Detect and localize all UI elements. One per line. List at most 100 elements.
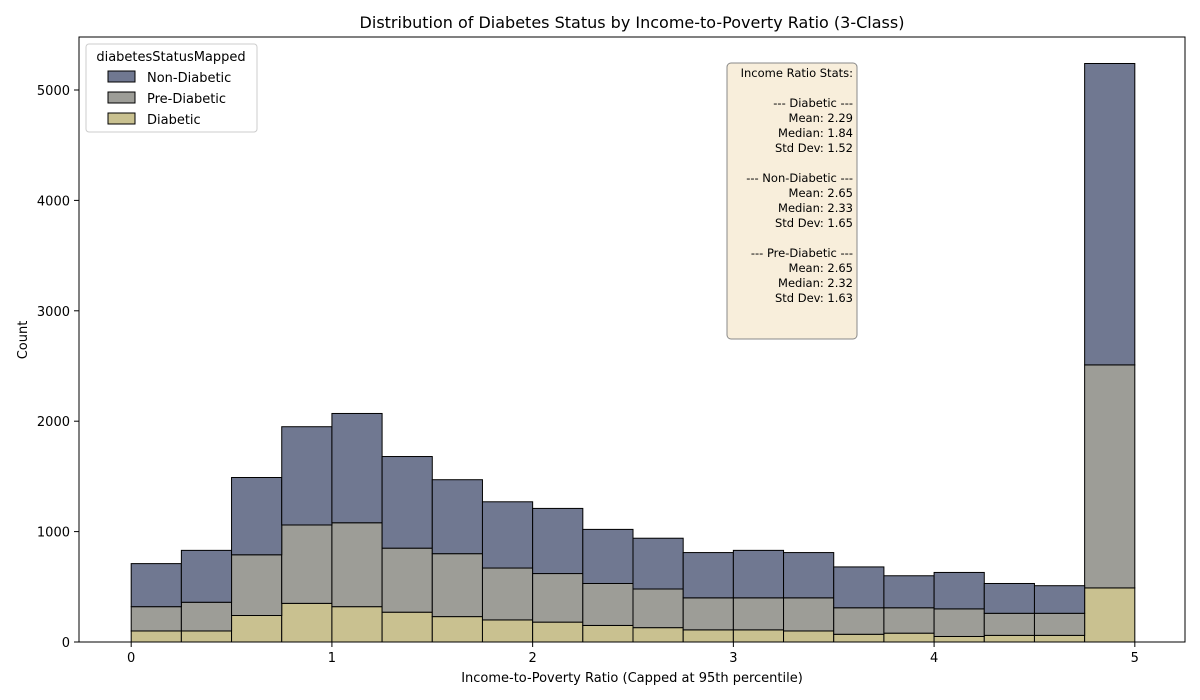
stats-line: Mean: 2.65	[789, 186, 853, 200]
bar-non-diabetic-bin-16	[933, 571, 985, 610]
legend-label: Pre-Diabetic	[147, 92, 226, 107]
legend-title: diabetesStatusMapped	[96, 50, 245, 65]
y-axis-label: Count	[16, 321, 31, 360]
bar-pre-diabetic-bin-8	[532, 573, 584, 623]
bar-non-diabetic-bin-14	[833, 566, 885, 609]
bar-non-diabetic-bin-18	[1033, 585, 1086, 614]
stats-line: Std Dev: 1.63	[775, 291, 853, 305]
bar-pre-diabetic-bin-1	[180, 601, 233, 632]
bar-non-diabetic-bin-2	[231, 477, 283, 556]
bar-pre-diabetic-bin-7	[481, 567, 534, 621]
bar-non-diabetic-bin-1	[180, 549, 233, 603]
bar-non-diabetic-bin-6	[431, 479, 483, 555]
bar-diabetic-bin-18	[1033, 634, 1086, 643]
bar-non-diabetic-bin-4	[331, 412, 383, 524]
y-axis-ticks: 0 1000 2000 3000 4000 5000	[37, 84, 79, 651]
x-tick-label: 4	[930, 651, 938, 666]
legend: diabetesStatusMapped Non-Diabetic Pre-Dia…	[85, 43, 258, 133]
legend-frame	[85, 43, 258, 133]
bar-non-diabetic-bin-15	[883, 575, 935, 609]
bar-non-diabetic-bin-10	[632, 537, 684, 590]
x-tick-label: 0	[127, 651, 135, 666]
plot-frame	[78, 36, 1186, 643]
bar-pre-diabetic-bin-15	[883, 607, 935, 634]
bar-non-diabetic-bin-17	[983, 582, 1035, 614]
y-tick-label: 0	[62, 636, 70, 651]
bar-diabetic-bin-8	[532, 621, 584, 643]
bar-pre-diabetic-bin-13	[783, 597, 835, 632]
stats-line: Mean: 2.65	[789, 261, 853, 275]
legend-swatch	[107, 112, 136, 125]
bar-diabetic-bin-16	[933, 635, 985, 643]
stats-line: Median: 2.32	[778, 276, 853, 290]
bar-pre-diabetic-bin-2	[231, 554, 283, 617]
bar-pre-diabetic-bin-6	[431, 553, 483, 618]
x-tick-label: 3	[729, 651, 737, 666]
y-tick-label: 5000	[37, 84, 70, 99]
bar-pre-diabetic-bin-18	[1033, 612, 1086, 636]
stats-line: Median: 1.84	[778, 126, 853, 140]
bar-diabetic-bin-11	[682, 629, 734, 643]
x-tick-label: 2	[529, 651, 537, 666]
bar-diabetic-bin-5	[381, 611, 433, 643]
x-tick-label: 1	[328, 651, 336, 666]
x-tick-label: 5	[1131, 651, 1139, 666]
bar-pre-diabetic-bin-9	[582, 582, 634, 626]
bar-diabetic-bin-6	[431, 616, 483, 643]
bar-pre-diabetic-bin-11	[682, 597, 734, 631]
stats-box: Income Ratio Stats:--- Diabetic ---Mean:…	[726, 62, 858, 340]
bar-non-diabetic-bin-13	[783, 552, 835, 599]
legend-swatch	[107, 70, 136, 83]
y-tick-label: 3000	[37, 305, 70, 320]
bar-diabetic-bin-4	[331, 606, 383, 643]
stats-line: Std Dev: 1.65	[775, 216, 853, 230]
bar-pre-diabetic-bin-3	[281, 524, 333, 604]
bars-group	[130, 62, 1136, 643]
bar-non-diabetic-bin-19	[1084, 62, 1136, 366]
stats-line: --- Diabetic ---	[773, 96, 853, 110]
bar-diabetic-bin-7	[481, 619, 534, 643]
legend-label: Non-Diabetic	[147, 71, 231, 86]
bar-non-diabetic-bin-7	[481, 501, 534, 569]
bar-non-diabetic-bin-8	[532, 507, 584, 575]
bar-pre-diabetic-bin-5	[381, 547, 433, 613]
bar-diabetic-bin-13	[783, 630, 835, 643]
bar-non-diabetic-bin-11	[682, 552, 734, 599]
bar-diabetic-bin-0	[130, 630, 182, 643]
bar-non-diabetic-bin-3	[281, 426, 333, 526]
bar-non-diabetic-bin-0	[130, 563, 182, 608]
bar-non-diabetic-bin-5	[381, 456, 433, 549]
stats-line: Median: 2.33	[778, 201, 853, 215]
bar-diabetic-bin-17	[983, 634, 1035, 643]
legend-swatch	[107, 91, 136, 104]
bar-diabetic-bin-10	[632, 627, 684, 643]
bar-pre-diabetic-bin-12	[732, 597, 785, 631]
bar-diabetic-bin-14	[833, 633, 885, 643]
y-tick-label: 4000	[37, 194, 70, 209]
x-axis-ticks: 0 1 2 3 4 5	[127, 642, 1139, 666]
stats-line: Std Dev: 1.52	[775, 141, 853, 155]
bar-pre-diabetic-bin-16	[933, 608, 985, 637]
stats-line: --- Pre-Diabetic ---	[751, 246, 853, 260]
bar-pre-diabetic-bin-17	[983, 612, 1035, 636]
bar-diabetic-bin-19	[1084, 587, 1136, 643]
bar-pre-diabetic-bin-4	[331, 522, 383, 608]
stats-lines: Income Ratio Stats:--- Diabetic ---Mean:…	[741, 66, 853, 305]
bar-pre-diabetic-bin-14	[833, 607, 885, 635]
bar-pre-diabetic-bin-0	[130, 606, 182, 632]
bar-diabetic-bin-9	[582, 624, 634, 643]
stats-box-frame	[726, 62, 858, 340]
bar-non-diabetic-bin-12	[732, 549, 785, 599]
bar-pre-diabetic-bin-19	[1084, 364, 1136, 589]
legend-items: Non-Diabetic Pre-Diabetic Diabetic	[107, 70, 231, 128]
stats-line: Income Ratio Stats:	[741, 66, 853, 80]
stats-line: --- Non-Diabetic ---	[746, 171, 853, 185]
bar-diabetic-bin-2	[231, 615, 283, 643]
y-tick-label: 1000	[37, 526, 70, 541]
y-tick-label: 2000	[37, 415, 70, 430]
stats-line: Mean: 2.29	[789, 111, 853, 125]
chart-title: Distribution of Diabetes Status by Incom…	[360, 13, 905, 32]
legend-label: Diabetic	[147, 113, 201, 128]
bar-diabetic-bin-3	[281, 602, 333, 643]
